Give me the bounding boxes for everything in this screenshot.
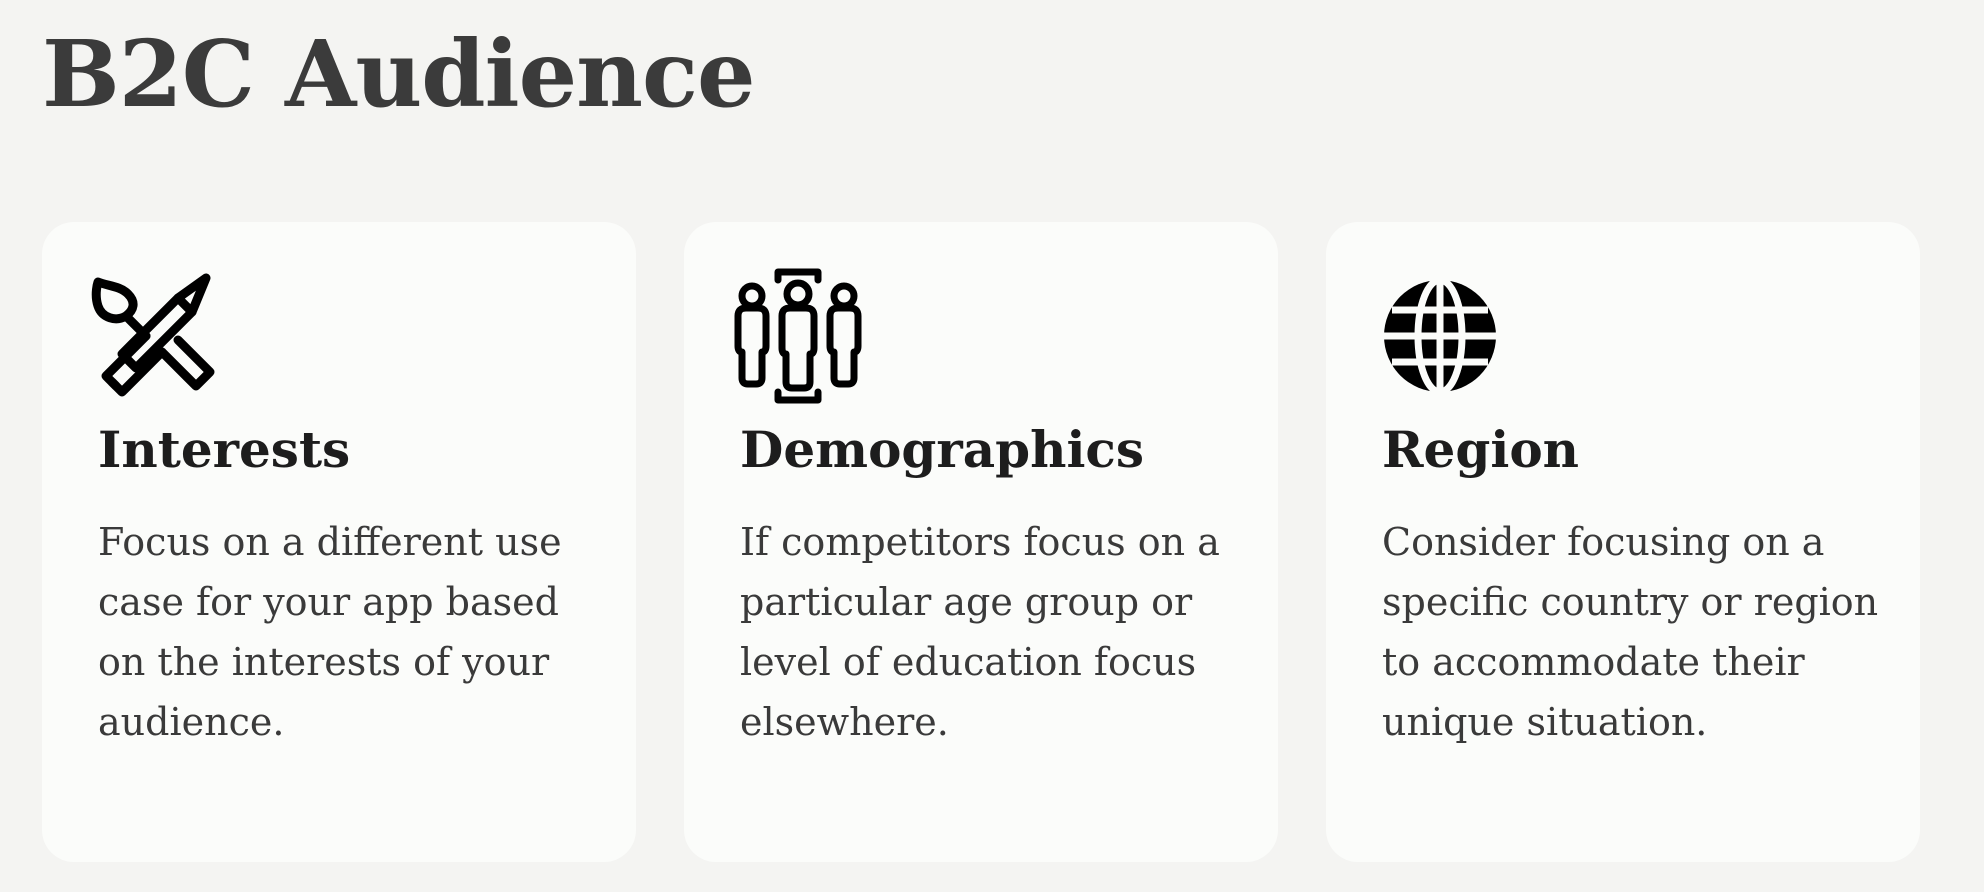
card-title: Region <box>1382 420 1580 479</box>
people-group-icon <box>728 266 868 406</box>
card-region: Region Consider focusing on a specific c… <box>1326 222 1920 862</box>
page-title: B2C Audience <box>42 20 756 128</box>
card-description: Consider focusing on a specific country … <box>1382 520 1879 744</box>
card-interests: Interests Focus on a different use case … <box>42 222 636 862</box>
card-demographics: Demographics If competitors focus on a p… <box>684 222 1278 862</box>
globe-icon <box>1370 266 1510 406</box>
card-description: Focus on a different use case for your a… <box>98 520 562 744</box>
paintbrush-pencil-icon <box>86 266 226 406</box>
card-title: Interests <box>98 420 351 479</box>
card-row: Interests Focus on a different use case … <box>42 222 1920 862</box>
card-title: Demographics <box>740 420 1145 479</box>
card-description: If competitors focus on a particular age… <box>740 520 1220 744</box>
